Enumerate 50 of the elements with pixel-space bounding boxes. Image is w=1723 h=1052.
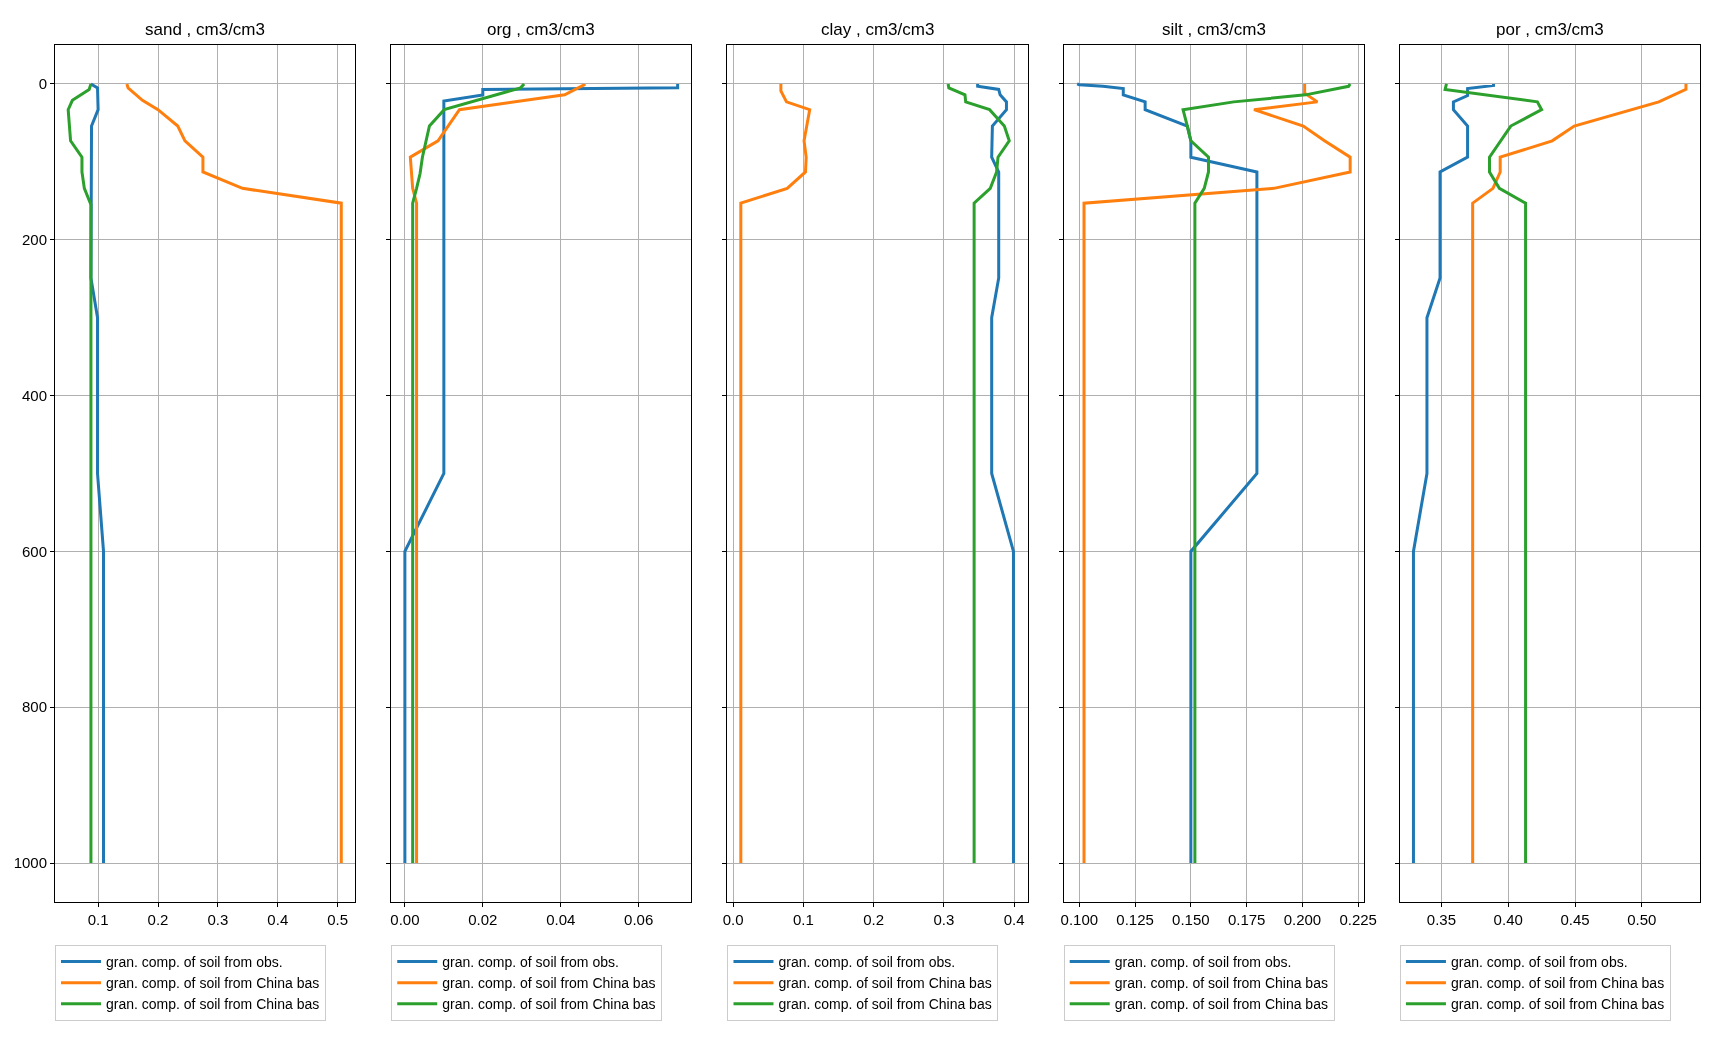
y-tick-label: 600 [21,542,47,560]
legend-label: gran. comp. of soil from China bas [106,975,320,992]
y-tick-label: 1000 [13,854,47,872]
x-tick-label: 0.04 [546,911,576,928]
x-tick-label: 0.0 [722,911,744,928]
legend-label: gran. comp. of soil from obs. [106,953,283,970]
chart-title: org , cm3/cm3 [487,20,595,39]
legend-label: gran. comp. of soil from obs. [1450,953,1628,970]
x-tick-label: 0.02 [468,911,498,928]
x-tick-label: 0.35 [1426,911,1456,928]
legend-label: gran. comp. of soil from China bas [442,975,656,992]
legend-label: gran. comp. of soil from obs. [778,953,956,970]
legend-label: gran. comp. of soil from obs. [1114,953,1292,970]
x-tick-label: 0.45 [1560,911,1590,928]
x-tick-label: 0.2 [147,911,169,928]
x-tick-label: 0.225 [1339,911,1377,928]
x-tick-label: 0.2 [863,911,885,928]
chart-title: sand , cm3/cm3 [145,20,265,39]
chart-title: clay , cm3/cm3 [821,20,935,39]
y-tick-label: 400 [21,386,47,404]
x-tick-label: 0.100 [1060,911,1099,928]
legend-label: gran. comp. of soil from China bas [1450,975,1665,992]
legend-label: gran. comp. of soil from China bas [442,996,656,1013]
x-tick-label: 0.00 [390,911,420,928]
x-tick-label: 0.150 [1172,911,1210,928]
legend-label: gran. comp. of soil from China bas [1450,996,1665,1013]
legend-label: gran. comp. of soil from China bas [778,975,992,992]
x-tick-label: 0.4 [267,911,289,928]
chart-title: silt , cm3/cm3 [1162,20,1266,39]
x-tick-label: 0.3 [207,911,229,928]
x-tick-label: 0.1 [792,911,814,928]
legend-label: gran. comp. of soil from obs. [442,953,619,970]
x-tick-label: 0.1 [87,911,109,928]
y-tick-label: 200 [21,231,47,249]
x-tick-label: 0.4 [1003,911,1025,928]
legend-label: gran. comp. of soil from China bas [1114,975,1328,992]
x-tick-label: 0.06 [624,911,654,928]
x-tick-label: 0.200 [1283,911,1322,928]
legend-label: gran. comp. of soil from China bas [1114,996,1328,1013]
y-tick-label: 0 [38,75,47,93]
x-tick-label: 0.125 [1116,911,1154,928]
x-tick-label: 0.5 [327,911,349,928]
legend-label: gran. comp. of soil from China bas [106,996,320,1013]
x-tick-label: 0.50 [1627,911,1657,928]
legend-label: gran. comp. of soil from China bas [778,996,992,1013]
x-tick-label: 0.3 [933,911,955,928]
chart-title: por , cm3/cm3 [1496,20,1604,39]
y-tick-label: 800 [21,698,47,716]
x-tick-label: 0.175 [1227,911,1266,928]
x-tick-label: 0.40 [1493,911,1523,928]
